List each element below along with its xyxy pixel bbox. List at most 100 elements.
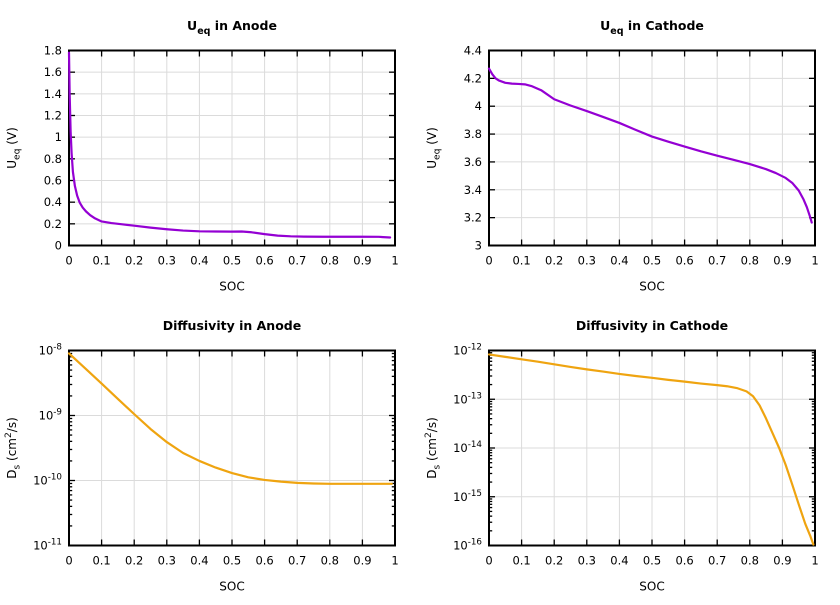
svg-text:0.4: 0.4 (610, 554, 628, 568)
ds-anode-plot: 0 0.1 0.2 0.3 0.4 0.5 0.6 0.7 0.8 0.9 110-1110-101… (4, 318, 399, 594)
svg-text:10-15: 10-15 (453, 489, 482, 504)
svg-text:0.8: 0.8 (321, 254, 339, 268)
svg-text:0.2: 0.2 (545, 554, 563, 568)
svg-text:0: 0 (55, 239, 62, 253)
svg-text:0.1: 0.1 (92, 554, 110, 568)
x-axis-label: SOC (639, 580, 664, 594)
svg-text:0.9: 0.9 (353, 254, 371, 268)
svg-text:0.6: 0.6 (255, 254, 273, 268)
chart-diffusivity-anode: 0 0.1 0.2 0.3 0.4 0.5 0.6 0.7 0.8 0.9 1 10-11 10-10 1… (0, 300, 420, 600)
plot-border (68, 49, 396, 247)
svg-text:0.6: 0.6 (675, 554, 693, 568)
svg-text:0.3: 0.3 (158, 554, 176, 568)
chart-diffusivity-cathode: 0 0.1 0.2 0.3 0.4 0.5 0.6 0.7 0.8 0.9 1 10-16 10-15 1… (420, 300, 840, 600)
svg-text:1: 1 (55, 130, 62, 144)
svg-text:0.4: 0.4 (190, 554, 208, 568)
svg-text:0.8: 0.8 (44, 152, 62, 166)
svg-text:4.4: 4.4 (464, 44, 482, 58)
plot-border (68, 349, 396, 547)
svg-text:0.3: 0.3 (158, 254, 176, 268)
ds-cathode-plot: 0 0.1 0.2 0.3 0.4 0.5 0.6 0.7 0.8 0.9 110-1610-151… (424, 318, 819, 594)
grid-lines (68, 350, 396, 546)
y-tick-labels: 10-11 10-10 10-9 10-8 (33, 343, 62, 553)
svg-text:10-12: 10-12 (453, 343, 482, 358)
svg-text:1.6: 1.6 (44, 65, 62, 79)
y-tick-labels: 0 0.2 0.4 0.6 0.8 1 1.2 1.4 1.6 1.8 (44, 44, 62, 253)
svg-text:0.8: 0.8 (741, 554, 759, 568)
grid-lines (488, 350, 816, 546)
ueq-cathode-plot: 0 0.1 0.2 0.3 0.4 0.5 0.6 0.7 0.8 0.9 133.23.43.63… (425, 18, 819, 294)
svg-text:0.8: 0.8 (321, 554, 339, 568)
svg-text:0.3: 0.3 (578, 554, 596, 568)
svg-text:3.6: 3.6 (464, 155, 482, 169)
svg-text:0.1: 0.1 (512, 554, 530, 568)
svg-text:3.2: 3.2 (464, 211, 482, 225)
svg-text:0.4: 0.4 (610, 254, 628, 268)
data-line-ds-anode (67, 352, 393, 485)
x-axis-label: SOC (219, 580, 244, 594)
svg-text:3.8: 3.8 (464, 127, 482, 141)
svg-text:10-13: 10-13 (453, 391, 482, 406)
svg-text:0.2: 0.2 (44, 217, 62, 231)
chart-ueq-cathode: 0 0.1 0.2 0.3 0.4 0.5 0.6 0.7 0.8 0.9 1 3 3.2 3.4 3.6 3… (420, 0, 840, 300)
chart-title: Diffusivity in Cathode (576, 318, 728, 333)
svg-text:0.5: 0.5 (223, 554, 241, 568)
svg-text:0.5: 0.5 (643, 254, 661, 268)
chart-ueq-anode: 0 0.1 0.2 0.3 0.4 0.5 0.6 0.7 0.8 0.9 1 0 0.2 0.4 0.6 0… (0, 0, 420, 300)
svg-text:0.6: 0.6 (255, 554, 273, 568)
svg-text:0.2: 0.2 (125, 254, 143, 268)
x-axis-label: SOC (219, 280, 244, 294)
svg-text:3.4: 3.4 (464, 183, 482, 197)
y-tick-labels: 10-16 10-15 10-14 10-13 10-12 (453, 343, 482, 553)
svg-text:4: 4 (475, 99, 482, 113)
svg-text:0.7: 0.7 (708, 254, 726, 268)
y-axis-label: Ds (cm2/s) (424, 417, 443, 479)
svg-text:0.8: 0.8 (741, 254, 759, 268)
svg-text:0.3: 0.3 (578, 254, 596, 268)
y-axis-label: Ueq (V) (5, 127, 23, 169)
svg-text:0.7: 0.7 (288, 554, 306, 568)
svg-text:0: 0 (65, 254, 72, 268)
data-line-ds-cathode (487, 353, 815, 546)
svg-text:0.9: 0.9 (353, 554, 371, 568)
chart-title: Diffusivity in Anode (163, 318, 301, 333)
svg-text:1: 1 (391, 554, 398, 568)
chart-title: Ueq in Anode (187, 18, 277, 37)
svg-text:0.5: 0.5 (223, 254, 241, 268)
x-tick-labels: 0 0.1 0.2 0.3 0.4 0.5 0.6 0.7 0.8 0.9 1 (65, 254, 398, 268)
svg-text:0: 0 (485, 254, 492, 268)
svg-text:4.2: 4.2 (464, 71, 482, 85)
svg-text:10-11: 10-11 (33, 538, 62, 553)
data-line-ueq-cathode (487, 67, 813, 224)
svg-text:10-8: 10-8 (39, 343, 62, 358)
data-line-ueq-anode (67, 51, 392, 239)
svg-text:0.4: 0.4 (44, 195, 62, 209)
svg-text:1.4: 1.4 (44, 87, 62, 101)
plot-border (488, 349, 816, 547)
svg-text:10-9: 10-9 (39, 408, 62, 423)
svg-text:0.9: 0.9 (773, 554, 791, 568)
svg-text:0.7: 0.7 (708, 554, 726, 568)
x-tick-labels: 0 0.1 0.2 0.3 0.4 0.5 0.6 0.7 0.8 0.9 1 (485, 554, 818, 568)
svg-text:1: 1 (391, 254, 398, 268)
svg-text:1.2: 1.2 (44, 109, 62, 123)
svg-text:10-10: 10-10 (33, 473, 62, 488)
ueq-anode-plot: 0 0.1 0.2 0.3 0.4 0.5 0.6 0.7 0.8 0.9 100.20.40.60… (5, 18, 399, 294)
y-axis-label: Ds (cm2/s) (4, 417, 23, 479)
x-tick-labels: 0 0.1 0.2 0.3 0.4 0.5 0.6 0.7 0.8 0.9 1 (65, 554, 398, 568)
grid-lines (68, 50, 396, 246)
svg-text:10-14: 10-14 (453, 440, 482, 455)
svg-text:0: 0 (485, 554, 492, 568)
x-tick-labels: 0 0.1 0.2 0.3 0.4 0.5 0.6 0.7 0.8 0.9 1 (485, 254, 818, 268)
svg-text:1: 1 (811, 254, 818, 268)
y-tick-labels: 3 3.2 3.4 3.6 3.8 4 4.2 4.4 (464, 44, 482, 253)
svg-text:0.1: 0.1 (92, 254, 110, 268)
svg-text:0.9: 0.9 (773, 254, 791, 268)
svg-text:0.2: 0.2 (125, 554, 143, 568)
svg-text:10-16: 10-16 (453, 538, 482, 553)
svg-text:0.7: 0.7 (288, 254, 306, 268)
svg-text:3: 3 (475, 239, 482, 253)
svg-text:0: 0 (65, 554, 72, 568)
y-axis-label: Ueq (V) (425, 127, 443, 169)
